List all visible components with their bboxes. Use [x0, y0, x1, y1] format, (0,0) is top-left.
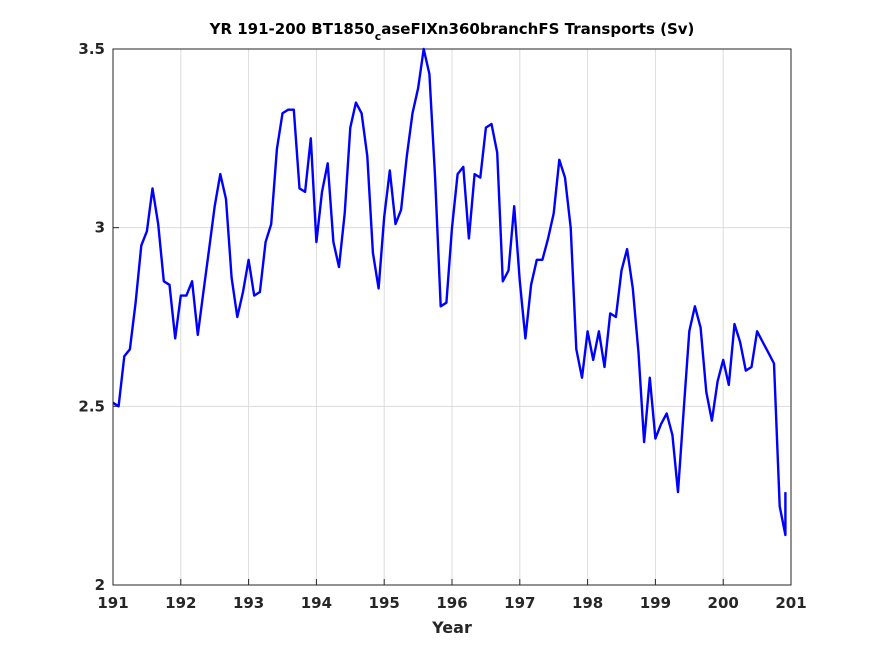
grid-lines — [112, 48, 792, 586]
chart-title: YR 191-200 BT1850caseFIXn360branchFS Tra… — [209, 20, 695, 43]
x-tick-label: 194 — [301, 594, 332, 612]
y-axis: 2 2.5 3 3.5 — [78, 40, 119, 594]
x-tick-label: 195 — [369, 594, 400, 612]
series-line-transport — [112, 47, 787, 537]
x-tick-label: 197 — [504, 594, 535, 612]
y-tick-label: 3.5 — [78, 40, 105, 58]
y-tick-label: 2 — [95, 576, 105, 594]
y-tick-label: 3 — [95, 219, 105, 237]
x-tick-label: 192 — [165, 594, 196, 612]
title-subscript: c — [375, 30, 382, 43]
title-main: YR 191-200 BT1850 — [209, 20, 375, 38]
x-tick-label: 199 — [640, 594, 671, 612]
title-rest: aseFIXn360branchFS Transports (Sv) — [381, 20, 694, 38]
x-tick-label: 193 — [233, 594, 264, 612]
x-tick-label: 200 — [708, 594, 739, 612]
x-tick-label: 201 — [775, 594, 806, 612]
y-tick-label: 2.5 — [78, 397, 105, 415]
x-tick-label: 198 — [572, 594, 603, 612]
x-tick-label: 196 — [436, 594, 467, 612]
x-tick-label: 191 — [97, 594, 128, 612]
x-axis-label: Year — [431, 618, 472, 637]
x-axis: 191 192 193 194 195 196 197 198 199 200 201 — [97, 579, 807, 612]
